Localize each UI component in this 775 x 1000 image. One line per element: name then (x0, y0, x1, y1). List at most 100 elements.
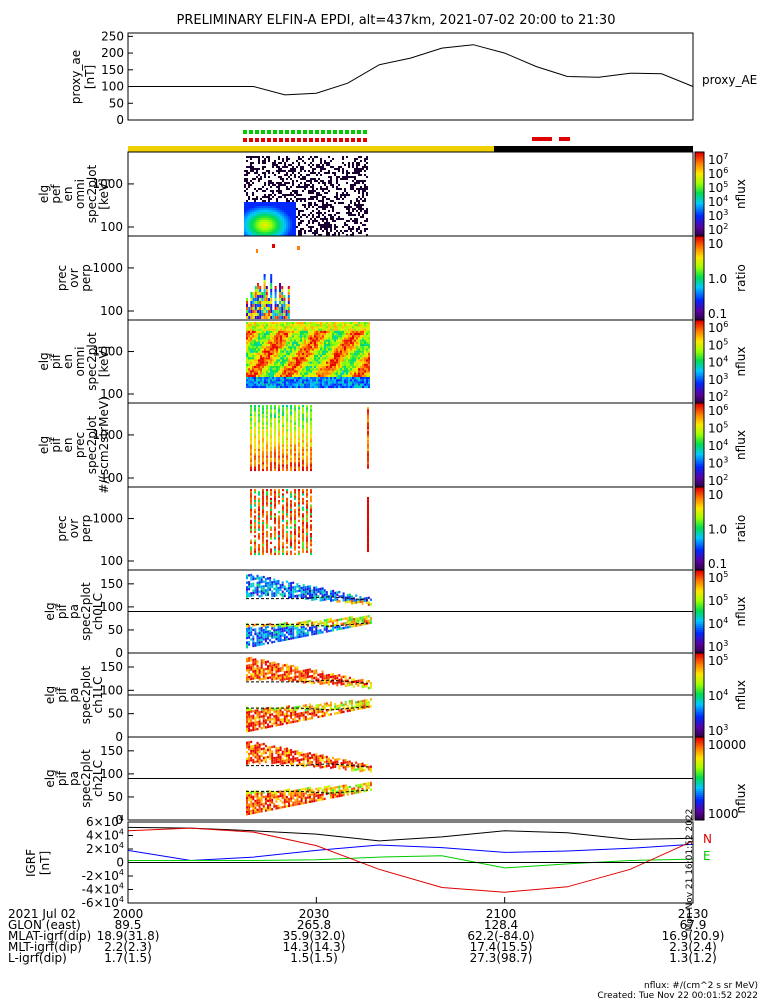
spec-cell (284, 372, 286, 375)
spec-cell (246, 226, 248, 228)
spec-cell (252, 355, 254, 358)
spec-cell (294, 352, 296, 356)
spec-cell (366, 341, 368, 345)
colorbar-cell (695, 181, 704, 184)
spec-cell (298, 348, 300, 351)
spec-cell (294, 431, 296, 434)
spec-cell (334, 160, 336, 162)
ratio-cell (306, 550, 308, 553)
spec-cell (270, 429, 272, 432)
ratio-cell (367, 538, 369, 542)
spec-cell (266, 357, 268, 360)
spec-cell (282, 214, 284, 216)
spec-cell (324, 212, 326, 214)
ratio-cell (286, 541, 288, 545)
ratio-cell (250, 541, 252, 545)
spec-cell (258, 363, 260, 367)
spec-cell (326, 232, 328, 234)
spec-cell (290, 383, 292, 386)
spec-cell (364, 326, 366, 329)
spec-cell (314, 330, 316, 334)
ratio-cell (290, 519, 292, 523)
spec-cell (304, 372, 306, 375)
spec-cell (294, 420, 296, 423)
spec-cell (364, 220, 366, 222)
spec-cell (314, 328, 316, 331)
spec-cell (304, 370, 306, 373)
spec-cell (302, 435, 304, 439)
spec-cell (254, 232, 256, 234)
colorbar-cell (695, 273, 704, 277)
spec-cell (254, 433, 256, 436)
spec-cell (366, 359, 368, 362)
spec-cell (326, 350, 328, 353)
spec-cell (280, 335, 282, 338)
spec-cell (332, 363, 334, 367)
spec-cell (354, 385, 356, 389)
spec-cell (296, 218, 298, 220)
spec-cell (304, 160, 306, 162)
spec-cell (258, 220, 260, 222)
spec-cell (270, 198, 272, 200)
spec-cell (264, 348, 266, 351)
spec-cell (244, 186, 246, 188)
colorbar-cell (695, 426, 704, 429)
spec-cell (306, 418, 308, 421)
spec-cell (344, 322, 346, 325)
spec-cell (278, 156, 280, 158)
spec-cell (352, 344, 354, 347)
spec-cell (358, 352, 360, 356)
spec-cell (264, 164, 266, 166)
spec-cell (360, 368, 362, 371)
spec-cell (250, 341, 252, 345)
spec-cell (356, 174, 358, 176)
spec-cell (280, 328, 282, 331)
spec-cell (367, 462, 369, 465)
spec-cell (290, 361, 292, 364)
colorbar-cell (695, 250, 704, 254)
spec-cell (276, 346, 278, 349)
spec-cell (280, 348, 282, 351)
spec-cell (320, 222, 322, 224)
spec-cell (302, 411, 304, 414)
spec-cell (346, 363, 348, 367)
spec-cell (352, 350, 354, 353)
spec-cell (366, 370, 368, 373)
spec-cell (358, 374, 360, 378)
spec-cell (292, 370, 294, 373)
pa-cell (260, 624, 263, 628)
spec-cell (316, 220, 318, 222)
pa-cell (248, 636, 251, 639)
spec-cell (270, 322, 272, 325)
spec-cell (338, 170, 340, 172)
spec-cell (334, 335, 336, 338)
spec-cell (266, 220, 268, 222)
ratio-cell (274, 295, 277, 298)
spec-cell (368, 361, 370, 364)
spec-cell (248, 330, 250, 334)
ratio-cell (258, 528, 260, 531)
spec-cell (286, 337, 288, 340)
ratio-cell (250, 506, 252, 509)
spec-cell (266, 381, 268, 384)
colorbar-cell (695, 170, 704, 174)
spec-cell (354, 368, 356, 371)
spec-cell (364, 377, 366, 380)
spec-cell (282, 322, 284, 325)
spec-cell (304, 186, 306, 188)
spec-cell (356, 322, 358, 325)
spec-cell (300, 350, 302, 353)
spec-cell (290, 158, 292, 160)
spec-cell (254, 424, 256, 428)
colorbar-cell (695, 299, 704, 302)
pa-cell (275, 637, 278, 641)
spec-cell (298, 222, 300, 224)
spec-cell (286, 198, 288, 200)
spec-cell (254, 444, 256, 447)
spec-cell (296, 381, 298, 384)
spec-cell (262, 361, 264, 364)
spec-cell (308, 326, 310, 329)
ratio-cell (306, 506, 308, 509)
spec-cell (246, 230, 248, 232)
status-mark (291, 138, 295, 142)
